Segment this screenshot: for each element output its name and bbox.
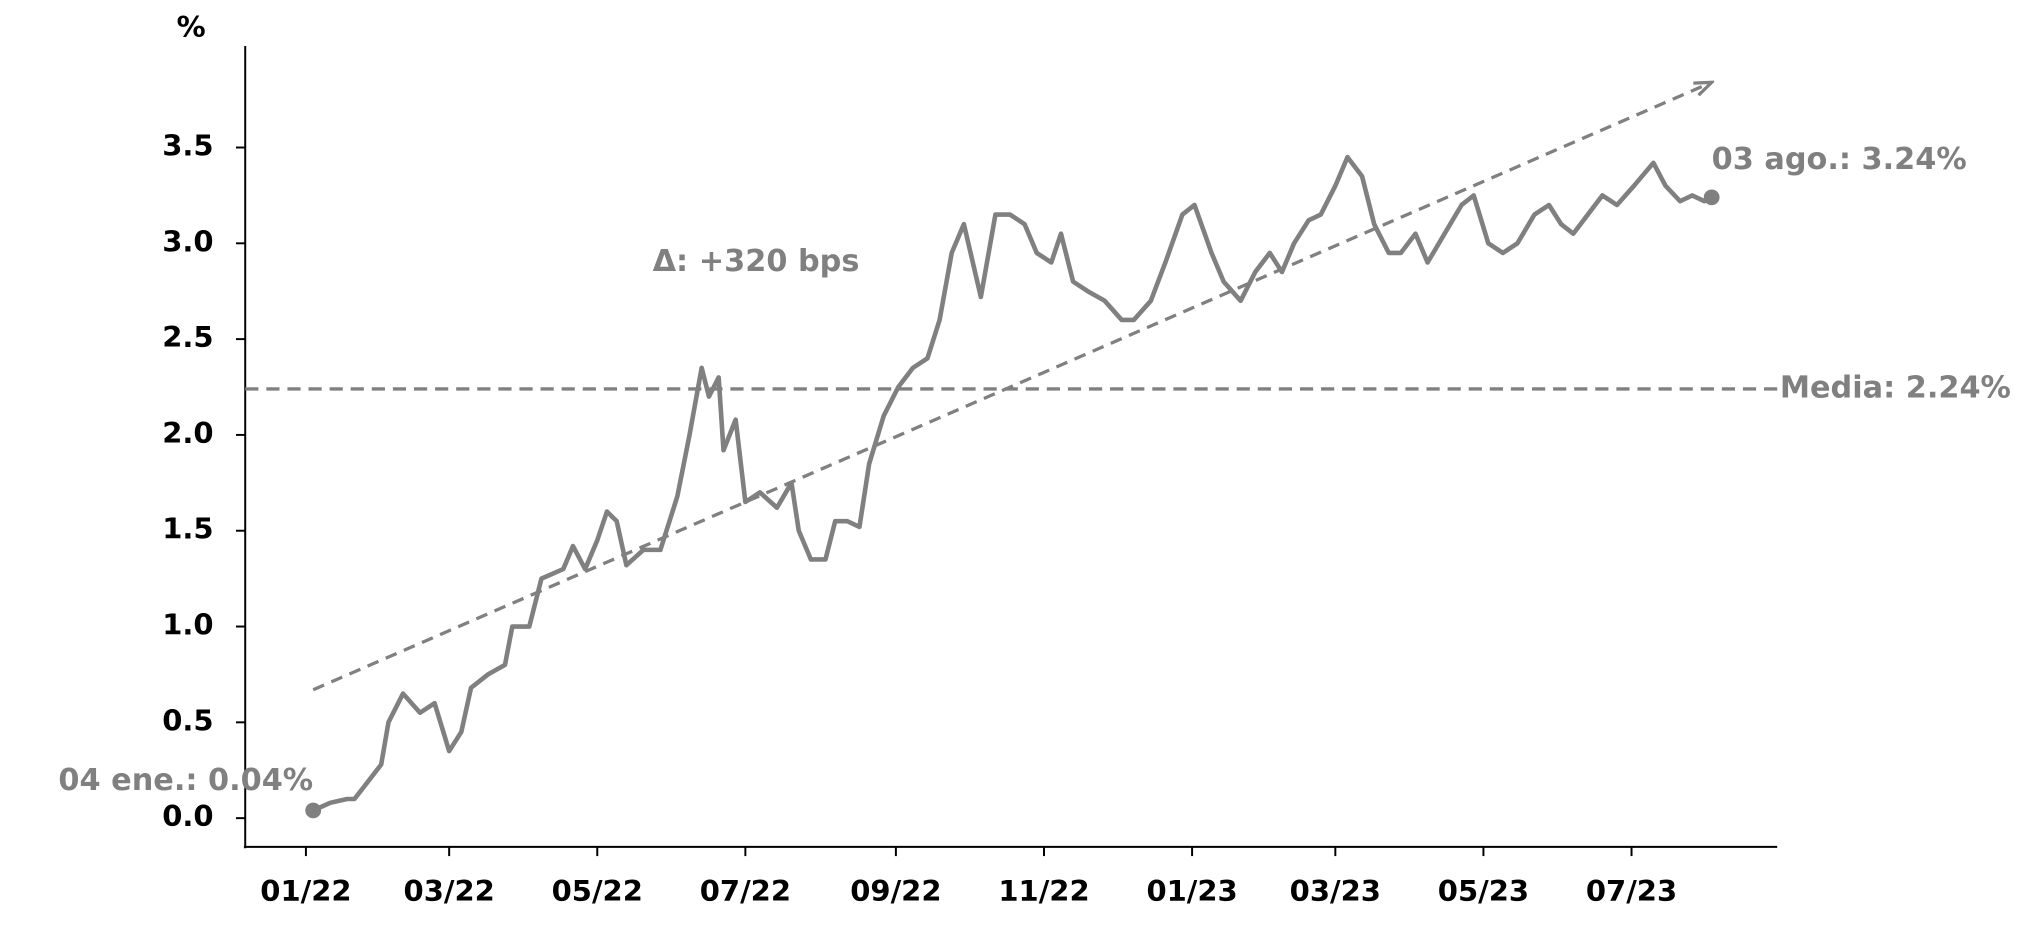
- x-tick-label: 01/23: [1146, 874, 1237, 908]
- x-tick-label: 03/22: [404, 874, 495, 908]
- start-point: [305, 802, 322, 819]
- y-tick-label: 2.5: [162, 320, 213, 354]
- delta-label: Δ: +320 bps: [653, 244, 860, 279]
- y-tick-label: 0.5: [162, 703, 213, 737]
- x-tick-label: 05/22: [552, 874, 643, 908]
- x-tick-label: 03/23: [1290, 874, 1381, 908]
- y-axis-label: %: [177, 10, 206, 44]
- x-tick-label: 07/22: [700, 874, 791, 908]
- line: [312, 154, 1713, 813]
- x-tick-label: 09/22: [850, 874, 941, 908]
- mean-label: Media: 2.24%: [1780, 370, 2011, 405]
- x-tick-label: 01/22: [260, 874, 351, 908]
- y-tick-label: 1.5: [162, 512, 213, 546]
- x-tick-label: 05/23: [1438, 874, 1529, 908]
- y-tick-label: 3.0: [162, 224, 213, 258]
- y-tick-label: 2.0: [162, 416, 213, 450]
- end-label: 03 ago.: 3.24%: [1712, 142, 1967, 177]
- trend-arrow: [312, 82, 1711, 692]
- x-tick-label: 11/22: [998, 874, 1089, 908]
- y-tick-label: 3.5: [162, 129, 213, 163]
- x-tick-label: 07/23: [1586, 874, 1677, 908]
- y-tick-label: 0.0: [162, 799, 213, 833]
- start-label: 04 ene.: 0.04%: [58, 763, 313, 798]
- y-tick-label: 1.0: [162, 608, 213, 642]
- plot: % Δ: +320 bps 0.0 0.5 1.0 1.5 2.0 2.5 3.0 3.5 01…: [58, 10, 2011, 908]
- end-point: [1703, 189, 1720, 206]
